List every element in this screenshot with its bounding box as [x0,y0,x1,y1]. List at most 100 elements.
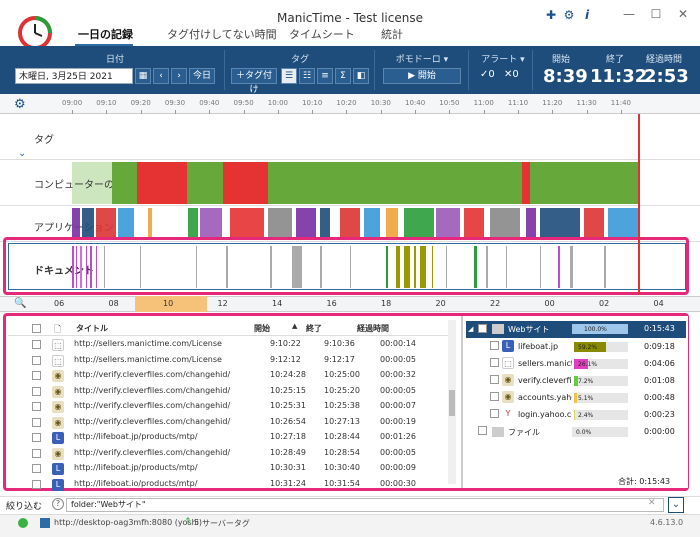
calendar-icon[interactable]: ▦ [135,68,151,84]
add-tag-button[interactable]: ＋タグ付け [231,68,277,95]
close-button[interactable]: ✕ [677,7,689,21]
alert-x-count[interactable]: ✕0 [504,69,519,80]
row-checkbox[interactable] [32,386,41,396]
tree-item-files[interactable]: ファイル 0.0% 0:00:00 [466,423,686,440]
select-all-checkbox[interactable] [32,324,41,333]
filter-dropdown-button[interactable]: ⌄ [668,497,684,513]
row-checkbox[interactable] [32,417,41,427]
row-duration: 00:00:30 [380,478,416,488]
row-title: http://sellers.manictime.com/License [74,339,222,348]
minimize-button[interactable]: — [623,7,635,21]
puzzle-icon[interactable]: ✚ [545,8,557,22]
usage-segment [522,162,530,204]
duration-column-header[interactable]: 経過時間 [357,324,389,333]
end-column-header[interactable]: 終了 [306,324,322,333]
tab-daily-record[interactable]: 一日の記録 [78,28,133,41]
merge-tags-icon[interactable]: Σ [335,68,351,84]
maximize-button[interactable]: ☐ [650,7,662,21]
title-column-header[interactable]: タイトル [76,324,108,333]
row-checkbox[interactable] [32,433,41,442]
ruler-tick-label: 10:50 [439,99,460,107]
pane-splitter[interactable] [461,316,463,488]
time-ruler[interactable] [0,94,700,114]
row-checkbox[interactable] [32,355,41,365]
expand-arrow-icon[interactable]: ◢ [468,325,474,333]
tab-untagged-time[interactable]: タグ付けしてない時間 [167,28,277,41]
server-tag-label[interactable]: サーバータグ [202,519,250,528]
date-picker-field[interactable]: 木曜日, 3月25日 2021 [15,68,133,84]
gear-icon[interactable]: ⚙ [563,8,575,22]
table-row[interactable]: ◉ http://verify.cleverfiles.com/changehid… [8,368,448,384]
row-checkbox[interactable] [32,464,41,473]
row-checkbox[interactable] [32,340,41,349]
documents-band[interactable] [8,243,686,290]
timeline-settings-icon[interactable]: ⚙ [14,97,26,112]
overview-tick-label: 22 [490,299,501,308]
pomodoro-start-button[interactable]: ▶ 開始 [383,68,461,84]
previous-day-button[interactable]: ‹ [153,68,169,84]
folder-icon [492,427,504,437]
ruler-tick-mark [277,110,279,114]
ruler-tick-mark [415,110,416,114]
tab-timesheet[interactable]: タイムシート [289,28,355,41]
tree-root-checkbox[interactable] [478,324,487,333]
row-checkbox[interactable] [32,479,41,489]
clear-filter-icon[interactable]: ✕ [648,498,656,508]
next-day-button[interactable]: › [171,68,187,84]
tree-item-checkbox[interactable] [490,409,499,418]
usage-segment [530,162,640,204]
tree-item-checkbox[interactable] [490,392,499,401]
overview-selection[interactable] [135,296,207,312]
list-compact-icon[interactable]: ☷ [299,68,315,84]
scrollbar-thumb[interactable] [449,390,455,416]
row-end-time: 10:28:54 [324,447,360,457]
row-title: http://lifeboat.jp/products/mtp/ [74,432,198,441]
split-tags-icon[interactable]: ◧ [353,68,369,84]
row-checkbox[interactable] [32,371,41,380]
row-checkbox[interactable] [32,448,41,458]
tab-statistics[interactable]: 統計 [381,28,403,41]
collapse-chevron-icon[interactable]: ⌄ [18,148,27,159]
tree-item-checkbox[interactable] [490,358,499,367]
list-view-icon[interactable]: ☰ [281,68,297,84]
pomodoro-label[interactable]: ポモドーロ ▾ [395,55,449,65]
document-segment [320,246,322,288]
document-segment [140,246,141,288]
filter-input[interactable]: folder:"Webサイト" [66,498,664,512]
row-end-time: 9:10:36 [324,339,355,348]
help-icon[interactable]: ? [52,498,64,510]
table-row[interactable]: ◉ http://verify.cleverfiles.com/changehid… [8,446,448,462]
alert-label[interactable]: アラート ▾ [481,55,525,65]
tree-item[interactable]: ⬚ sellers.manicti 26.1% 0:04:06 [466,355,686,372]
table-row[interactable]: ⬚ http://sellers.manictime.com/License 9:1… [8,353,448,369]
tree-item-checkbox[interactable] [478,426,487,435]
tree-item-checkbox[interactable] [490,375,499,384]
table-row[interactable]: ◉ http://verify.cleverfiles.com/changehid… [8,384,448,400]
tree-item-checkbox[interactable] [490,341,499,350]
info-icon[interactable]: i [584,8,590,22]
tree-root-webites[interactable]: ◢ Webサイト 100.0% 0:15:43 [466,321,686,338]
tag-band[interactable] [0,114,700,160]
tree-item[interactable]: ◉ accounts.yahc 5.1% 0:00:48 [466,389,686,406]
tree-files-progress [572,427,628,437]
server-address[interactable]: http://desktop-oag3mfh:8080 (yoshi) [54,518,203,527]
today-button[interactable]: 今日 [189,68,215,84]
table-row[interactable]: ⬚ http://sellers.manictime.com/License 9:1… [8,337,448,353]
day-overview-strip[interactable] [0,296,700,312]
document-segment [446,246,447,288]
start-column-header[interactable]: 開始 [254,324,270,333]
tree-item[interactable]: ◉ verify.cleverfile 7.2% 0:01:08 [466,372,686,389]
zoom-icon[interactable]: 🔍 [14,298,27,309]
table-row[interactable]: ◉ http://verify.cleverfiles.com/changehid… [8,399,448,415]
table-row[interactable]: ◉ http://verify.cleverfiles.com/changehid… [8,415,448,431]
document-segment [270,246,272,288]
tree-item-label: accounts.yahc [518,393,572,402]
list-detail-icon[interactable]: ≡ [317,68,333,84]
row-checkbox[interactable] [32,402,41,411]
alert-ok-count[interactable]: ✓0 [480,69,495,80]
